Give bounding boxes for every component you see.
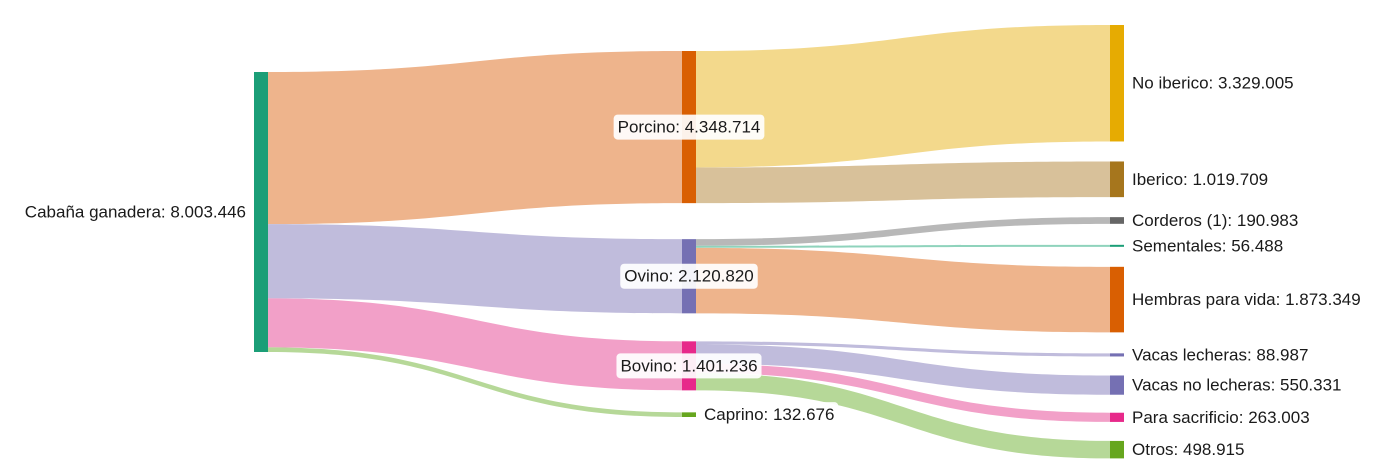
label-bg-caprino bbox=[700, 402, 839, 428]
node-hembras bbox=[1110, 266, 1124, 333]
label-vacas_lecheras: Vacas lecheras: 88.987 bbox=[1132, 345, 1308, 364]
label-para_sacrificio: Para sacrificio: 263.003 bbox=[1132, 408, 1310, 427]
sankey-nodes bbox=[254, 25, 1124, 459]
node-iberico bbox=[1110, 161, 1124, 198]
link-bovino-otros bbox=[696, 372, 1110, 459]
label-corderos: Corderos (1): 190.983 bbox=[1132, 211, 1298, 230]
label-no_iberico: No iberico: 3.329.005 bbox=[1132, 74, 1294, 93]
label-caprino: Caprino: 132.676 bbox=[704, 405, 834, 424]
link-porcino-no_iberico bbox=[696, 25, 1110, 168]
label-vacas_no_lecheras: Vacas no lecheras: 550.331 bbox=[1132, 376, 1342, 395]
node-caprino bbox=[682, 412, 696, 417]
label-ovino: Ovino: 2.120.820 bbox=[624, 267, 753, 286]
link-ovino-sementales bbox=[696, 244, 1110, 248]
link-bovino-vacas_lecheras bbox=[696, 341, 1110, 357]
link-cabana-porcino bbox=[268, 51, 682, 225]
node-para_sacrificio bbox=[1110, 412, 1124, 422]
node-otros bbox=[1110, 440, 1124, 459]
label-porcino: Porcino: 4.348.714 bbox=[618, 118, 761, 137]
link-porcino-iberico bbox=[696, 161, 1110, 204]
node-cabana bbox=[254, 72, 268, 352]
link-bovino-vacas_no_lecheras bbox=[696, 344, 1110, 395]
label-bg-ovino bbox=[620, 263, 758, 289]
node-sementales bbox=[1110, 244, 1124, 247]
node-vacas_lecheras bbox=[1110, 353, 1124, 357]
link-ovino-corderos bbox=[696, 217, 1110, 246]
link-ovino-hembras bbox=[696, 247, 1110, 333]
label-cabana: Cabaña ganadera: 8.003.446 bbox=[25, 203, 246, 222]
link-cabana-ovino bbox=[268, 224, 682, 314]
node-corderos bbox=[1110, 217, 1124, 224]
sankey-labels: Cabaña ganadera: 8.003.446 Porcino: 4.348… bbox=[25, 74, 1361, 459]
link-cabana-caprino bbox=[268, 347, 682, 417]
label-sementales: Sementales: 56.488 bbox=[1132, 236, 1283, 255]
label-iberico: Iberico: 1.019.709 bbox=[1132, 170, 1268, 189]
link-bovino-para_sacrificio bbox=[696, 363, 1110, 422]
node-no_iberico bbox=[1110, 25, 1124, 142]
label-hembras: Hembras para vida: 1.873.349 bbox=[1132, 290, 1361, 309]
label-bg-porcino bbox=[613, 114, 765, 140]
link-cabana-bovino bbox=[268, 298, 682, 391]
label-bg-bovino bbox=[616, 353, 762, 379]
label-otros: Otros: 498.915 bbox=[1132, 440, 1244, 459]
node-vacas_no_lecheras bbox=[1110, 375, 1124, 395]
label-bovino: Bovino: 1.401.236 bbox=[620, 356, 757, 375]
sankey-links bbox=[268, 25, 1110, 459]
